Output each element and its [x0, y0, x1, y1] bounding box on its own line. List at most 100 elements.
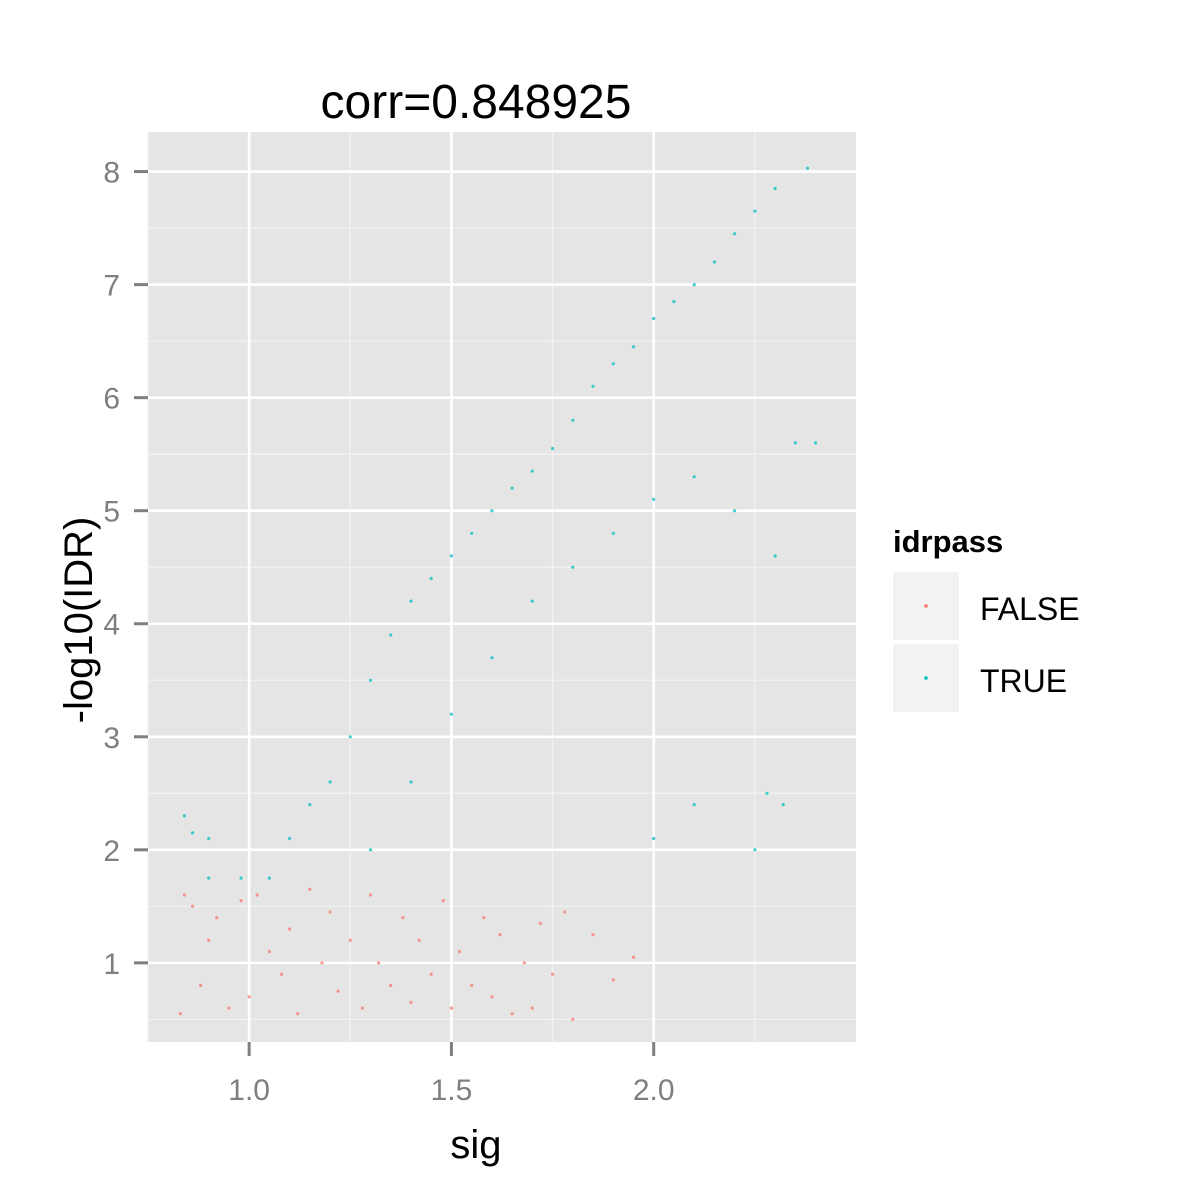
data-point-false	[409, 1000, 413, 1005]
data-point-false	[538, 921, 543, 925]
x-tick-label: 1.5	[431, 1074, 473, 1107]
data-point-false	[247, 995, 251, 999]
data-point-false	[308, 887, 312, 892]
data-point-true	[207, 836, 211, 841]
data-point-true	[429, 576, 433, 581]
chart-title: corr=0.848925	[321, 76, 632, 129]
data-point-true	[449, 554, 453, 558]
x-tick-label: 2.0	[633, 1074, 675, 1107]
data-point-true	[652, 316, 656, 321]
data-point-false	[611, 978, 615, 982]
data-point-true	[652, 497, 656, 501]
data-point-false	[522, 961, 526, 965]
data-point-true	[490, 509, 494, 513]
y-tick-label: 3	[103, 722, 120, 755]
data-point-true	[591, 384, 595, 388]
data-point-true	[631, 345, 636, 349]
data-point-true	[692, 475, 696, 479]
data-point-false	[279, 972, 284, 976]
data-point-true	[190, 831, 195, 835]
data-point-true	[267, 876, 271, 880]
data-point-false	[368, 893, 373, 897]
x-tick-label: 1.0	[228, 1074, 270, 1107]
legend-entry-false: FALSE	[893, 572, 1080, 640]
data-point-true	[652, 836, 656, 841]
data-point-true	[753, 209, 757, 213]
data-point-true	[753, 848, 757, 852]
y-tick-label: 8	[103, 157, 120, 190]
legend-label-false: FALSE	[980, 591, 1080, 627]
data-point-false	[389, 983, 393, 988]
tick-labels: 1.0 1.5 2.0 1 2 3 4 5 6 7 8	[103, 157, 674, 1107]
data-point-true	[530, 599, 534, 603]
data-point-false	[417, 938, 421, 942]
data-point-true	[733, 509, 737, 513]
data-point-false	[296, 1012, 300, 1016]
data-point-false	[510, 1012, 514, 1016]
data-point-true	[773, 554, 777, 558]
data-point-true	[530, 469, 534, 473]
data-point-false	[255, 893, 259, 897]
data-point-true	[288, 836, 292, 841]
x-axis-label: sig	[450, 1123, 501, 1167]
y-tick-label: 7	[103, 270, 120, 303]
data-point-false	[441, 899, 445, 903]
data-point-false	[267, 950, 271, 954]
data-point-true	[348, 735, 352, 739]
data-point-true	[781, 803, 785, 807]
data-point-false	[190, 904, 195, 908]
data-point-false	[288, 927, 292, 931]
data-point-false	[401, 916, 405, 920]
data-point-false	[631, 955, 636, 959]
data-point-true	[611, 531, 615, 535]
data-point-true	[308, 803, 312, 807]
data-point-false	[227, 1006, 231, 1010]
data-point-true	[805, 166, 810, 170]
data-point-false	[320, 961, 324, 965]
data-point-true	[239, 876, 243, 880]
data-point-false	[490, 995, 494, 999]
legend-entry-true: TRUE	[893, 644, 1067, 712]
y-tick-label: 1	[103, 948, 120, 981]
data-point-true	[672, 300, 676, 304]
data-point-true	[449, 712, 453, 716]
legend-point-false	[924, 604, 928, 608]
data-point-false	[377, 961, 381, 965]
data-point-false	[178, 1012, 182, 1016]
data-point-true	[409, 780, 413, 784]
data-point-true	[793, 441, 797, 445]
plot-panel	[148, 132, 856, 1042]
data-point-false	[449, 1006, 453, 1010]
data-point-true	[389, 633, 393, 637]
data-point-false	[215, 916, 219, 920]
data-point-true	[712, 260, 717, 264]
data-point-true	[733, 232, 737, 236]
data-point-true	[551, 446, 555, 451]
data-point-false	[470, 983, 474, 988]
data-point-true	[510, 486, 514, 490]
legend-title: idrpass	[893, 524, 1003, 559]
data-point-false	[563, 910, 567, 914]
data-point-true	[368, 848, 373, 852]
data-point-true	[470, 531, 474, 535]
data-point-true	[182, 814, 186, 818]
data-point-false	[551, 972, 555, 976]
data-point-false	[482, 916, 486, 920]
data-point-true	[490, 656, 494, 660]
data-point-true	[813, 441, 818, 445]
y-tick-label: 6	[103, 383, 120, 416]
data-point-false	[591, 933, 595, 937]
data-point-false	[348, 938, 352, 942]
data-point-false	[239, 899, 243, 903]
data-points	[178, 166, 818, 1022]
data-point-true	[207, 876, 211, 880]
axis-ticks	[134, 170, 656, 1056]
data-point-true	[571, 565, 575, 569]
data-point-false	[328, 910, 332, 914]
data-point-false	[429, 972, 433, 976]
legend: idrpass FALSE TRUE	[893, 524, 1080, 712]
data-point-false	[457, 950, 462, 954]
y-axis-label: -log10(IDR)	[57, 517, 101, 724]
legend-point-true	[924, 676, 928, 680]
